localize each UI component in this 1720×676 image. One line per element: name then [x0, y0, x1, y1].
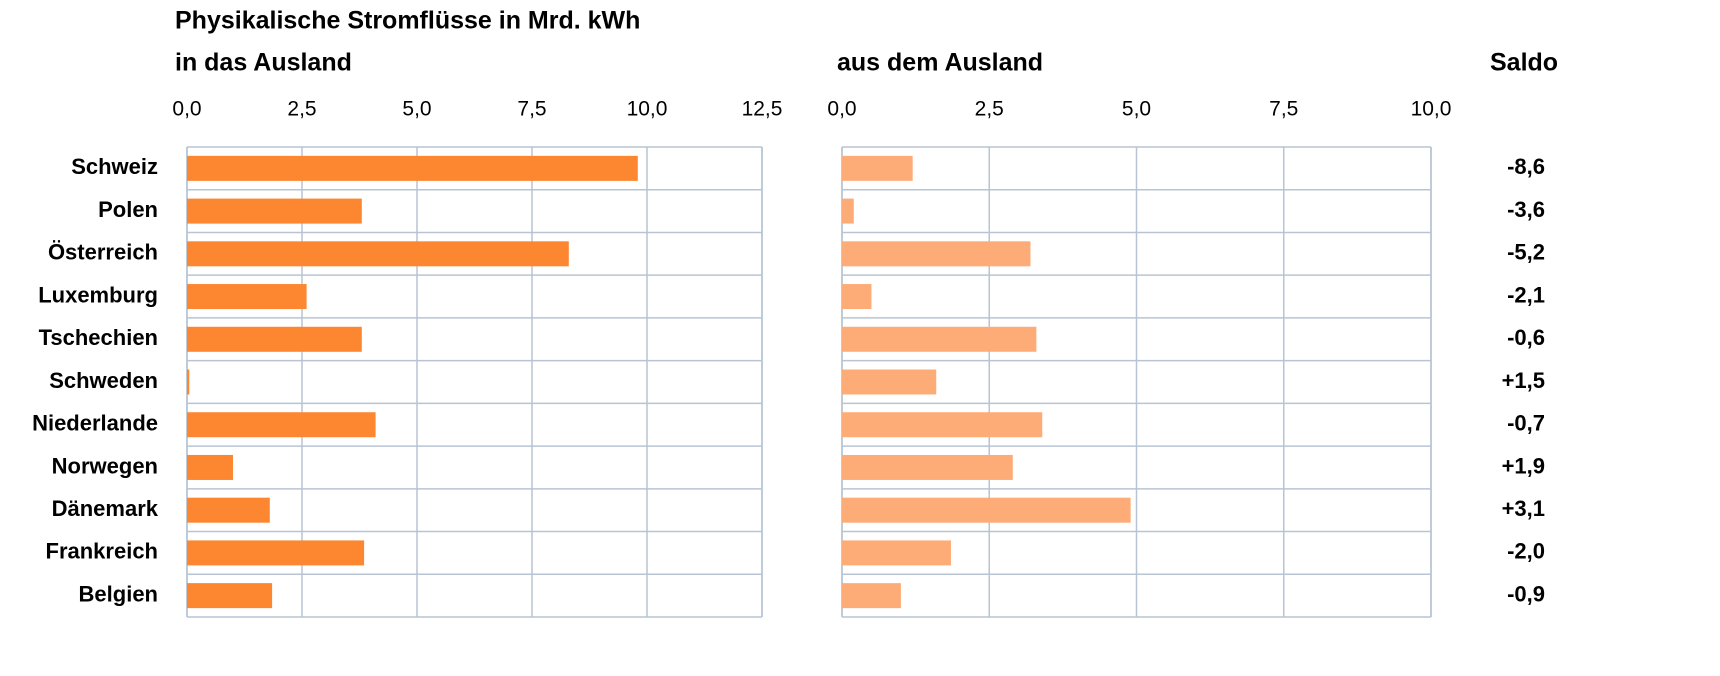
x-tick-label: 5,0	[402, 98, 431, 121]
saldo-value: -5,2	[1507, 240, 1545, 265]
chart-title: Physikalische Stromflüsse in Mrd. kWh	[175, 7, 640, 35]
bar	[187, 540, 365, 566]
bar	[187, 198, 362, 224]
x-tick-label: 12,5	[742, 98, 783, 121]
x-tick-label: 7,5	[517, 98, 546, 121]
x-tick-label: 0,0	[827, 98, 856, 121]
saldo-value: +3,1	[1502, 496, 1545, 521]
bar	[187, 412, 376, 438]
bar	[842, 284, 872, 310]
category-label: Belgien	[79, 581, 158, 606]
bar	[842, 412, 1043, 438]
category-label: Schweden	[49, 368, 158, 393]
bar	[842, 198, 854, 224]
bar	[842, 540, 951, 566]
category-label: Luxemburg	[38, 282, 158, 307]
bar	[842, 155, 913, 181]
bar	[187, 284, 307, 310]
bar	[187, 155, 638, 181]
x-tick-label: 2,5	[287, 98, 316, 121]
x-tick-label: 7,5	[1269, 98, 1298, 121]
bar	[842, 497, 1131, 523]
panel-subtitle: in das Ausland	[175, 49, 352, 77]
bar	[842, 454, 1013, 480]
category-label: Schweiz	[71, 154, 158, 179]
bar	[187, 326, 362, 352]
bar	[187, 497, 270, 523]
saldo-value: -0,6	[1507, 325, 1545, 350]
saldo-value: -0,9	[1507, 581, 1545, 606]
bar	[842, 583, 901, 609]
bar	[842, 369, 937, 395]
saldo-value: -8,6	[1507, 154, 1545, 179]
x-tick-label: 10,0	[1411, 98, 1452, 121]
saldo-value: -3,6	[1507, 197, 1545, 222]
x-tick-label: 0,0	[172, 98, 201, 121]
category-label: Dänemark	[52, 496, 159, 521]
saldo-value: +1,5	[1502, 368, 1545, 393]
bar	[187, 369, 190, 395]
category-label: Österreich	[48, 240, 158, 265]
saldo-value: -2,0	[1507, 539, 1545, 564]
category-label: Tschechien	[39, 325, 158, 350]
x-tick-label: 2,5	[975, 98, 1004, 121]
bar	[842, 326, 1037, 352]
saldo-title: Saldo	[1490, 49, 1558, 77]
category-label: Polen	[98, 197, 158, 222]
x-tick-label: 10,0	[627, 98, 668, 121]
category-label: Norwegen	[52, 453, 158, 478]
x-tick-label: 5,0	[1122, 98, 1151, 121]
category-label: Niederlande	[32, 411, 158, 436]
bar	[842, 241, 1031, 267]
bar	[187, 241, 569, 267]
panel-subtitle: aus dem Ausland	[837, 49, 1043, 77]
saldo-value: -0,7	[1507, 411, 1545, 436]
saldo-value: -2,1	[1507, 282, 1545, 307]
bar	[187, 583, 273, 609]
category-label: Frankreich	[46, 539, 159, 564]
bar	[187, 454, 233, 480]
saldo-value: +1,9	[1502, 453, 1545, 478]
